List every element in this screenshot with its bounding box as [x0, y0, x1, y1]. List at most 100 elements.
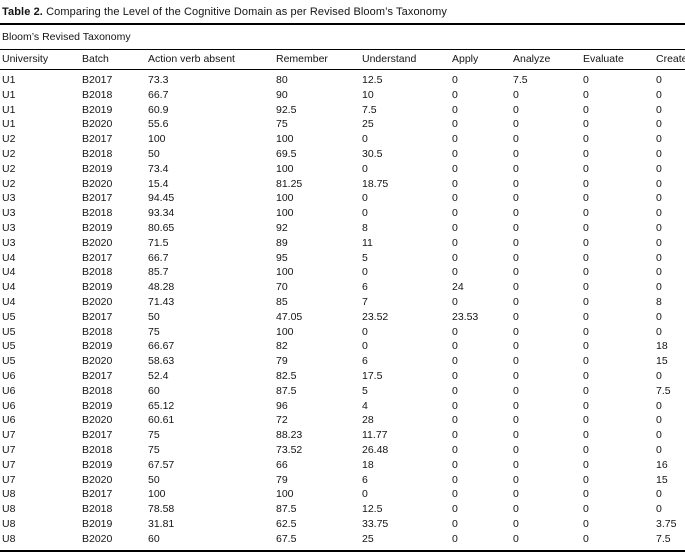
cell: 8: [656, 295, 662, 308]
cell: U6: [2, 369, 16, 382]
cell: 0: [452, 162, 458, 175]
cell: 66.7: [148, 251, 169, 264]
cell: U3: [2, 236, 16, 249]
cell: U3: [2, 207, 16, 220]
cell: U6: [2, 414, 16, 427]
cell: 0: [656, 103, 662, 116]
cell: 75: [148, 443, 160, 456]
column-header: University: [0, 49, 82, 70]
cell: 100: [276, 488, 294, 501]
cell: U8: [2, 488, 16, 501]
cell: 7.5: [362, 103, 377, 116]
cell: 79: [276, 355, 288, 368]
cell: 60: [148, 384, 160, 397]
cell: 100: [276, 325, 294, 338]
cell: 65.12: [148, 399, 175, 412]
cell: 0: [656, 74, 662, 86]
cell: 0: [656, 443, 662, 456]
cell: 100: [276, 162, 294, 175]
table-row: U2 B2020 15.4 81.25 18.75 0 0 0 0: [0, 177, 685, 192]
cell: 0: [452, 532, 458, 545]
cell: 0: [452, 74, 458, 86]
cell: 25: [362, 118, 374, 131]
cell: 100: [148, 133, 166, 146]
cell: U1: [2, 118, 16, 131]
cell: 0: [583, 384, 589, 397]
cell: 0: [513, 310, 519, 323]
cell: 0: [362, 207, 368, 220]
cell: 0: [513, 503, 519, 516]
cell: 6: [362, 473, 368, 486]
cell: 5: [362, 384, 368, 397]
table-row: U2 B2017 100 100 0 0 0 0 0: [0, 132, 685, 147]
cell: 0: [583, 429, 589, 442]
table-row: U8 B2018 78.58 87.5 12.5 0 0 0 0: [0, 502, 685, 517]
cell: 0: [513, 384, 519, 397]
cell: B2018: [82, 325, 113, 338]
table-row: U7 B2020 50 79 6 0 0 0 15: [0, 473, 685, 488]
cell: 0: [513, 88, 519, 101]
cell: 7.5: [656, 532, 671, 545]
cell: 0: [583, 458, 589, 471]
cell: U6: [2, 384, 16, 397]
cell: 0: [452, 133, 458, 146]
cell: 0: [452, 414, 458, 427]
table-row: U3 B2019 80.65 92 8 0 0 0 0: [0, 221, 685, 236]
cell: 0: [656, 192, 662, 205]
table-spanner-row: Bloom’s Revised Taxonomy: [0, 24, 685, 50]
cell: 85.7: [148, 266, 169, 279]
cell: U4: [2, 266, 16, 279]
cell: U5: [2, 310, 16, 323]
cell: 60: [148, 532, 160, 545]
cell: 0: [583, 399, 589, 412]
cell: 16: [656, 458, 668, 471]
cell: 66.67: [148, 340, 175, 353]
table-row: U6 B2017 52.4 82.5 17.5 0 0 0 0: [0, 369, 685, 384]
cell: 0: [452, 251, 458, 264]
cell: 0: [513, 532, 519, 545]
cell: 0: [656, 503, 662, 516]
cell: 70: [276, 281, 288, 294]
cell: 50: [148, 147, 160, 160]
cell: 0: [583, 266, 589, 279]
cell: 67.5: [276, 532, 297, 545]
cell: 75: [276, 118, 288, 131]
cell: 0: [362, 192, 368, 205]
cell: 0: [656, 325, 662, 338]
cell: 0: [583, 236, 589, 249]
cell: U8: [2, 517, 16, 530]
cell: 100: [148, 488, 166, 501]
cell: 0: [513, 281, 519, 294]
cell: 0: [362, 133, 368, 146]
cell: 90: [276, 88, 288, 101]
cell: 71.43: [148, 295, 175, 308]
cell: 100: [276, 266, 294, 279]
column-header: Create: [656, 49, 685, 70]
cell: 0: [362, 325, 368, 338]
column-header: Batch: [82, 49, 148, 70]
column-header: Analyze: [513, 49, 583, 70]
cell: 18: [656, 340, 668, 353]
cell: 73.3: [148, 74, 169, 86]
cell: U1: [2, 88, 16, 101]
cell: 0: [656, 133, 662, 146]
cell: 80: [276, 74, 288, 86]
cell: 0: [583, 488, 589, 501]
cell: U2: [2, 133, 16, 146]
cell: 30.5: [362, 147, 383, 160]
cell: B2019: [82, 162, 113, 175]
cell: 0: [583, 414, 589, 427]
cell: 0: [656, 488, 662, 501]
cell: B2020: [82, 532, 113, 545]
cell: 92.5: [276, 103, 297, 116]
cell: 0: [513, 177, 519, 190]
cell: 55.6: [148, 118, 169, 131]
cell: 0: [452, 443, 458, 456]
cell: 0: [452, 369, 458, 382]
cell: 67.57: [148, 458, 175, 471]
table-number-label: Table 2.: [2, 6, 43, 18]
cell: 23.52: [362, 310, 389, 323]
cell: 0: [583, 221, 589, 234]
cell: 0: [513, 162, 519, 175]
